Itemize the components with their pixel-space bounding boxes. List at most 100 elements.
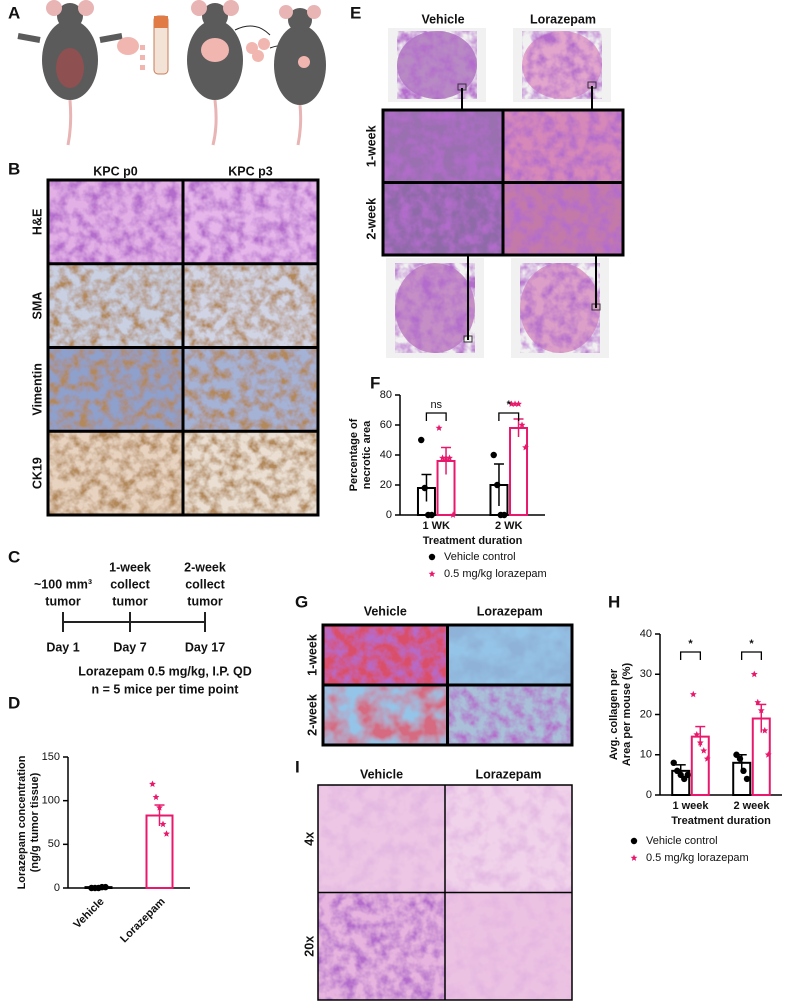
data-point [689,690,697,698]
data-point [152,793,160,801]
y-axis-label: Lorazepam concentration [16,755,28,889]
row-label: 2-week [364,198,378,240]
data-point [439,454,446,461]
column-label: KPC p3 [228,164,273,178]
data-point [494,481,501,489]
significance-label: * [688,638,693,650]
bar [509,427,529,516]
y-axis-label: Area per mouse (%) [621,663,633,767]
legend-marker [630,854,638,861]
y-tick-label: 0 [54,882,60,894]
data-point [418,436,425,444]
timeline-note: n = 5 mice per time point [92,682,240,696]
significance-bracket [425,412,447,421]
significance-label: * [507,399,512,411]
row-label: H&E [30,209,44,235]
data-point [163,830,170,837]
panel-label: H [608,592,620,611]
data-point [703,755,711,762]
row-label: SMA [30,292,44,320]
data-point [156,804,163,811]
timeline-event: tumor [112,594,148,608]
timeline-event: 1-week [109,560,151,574]
y-tick-label: 40 [380,449,392,461]
data-point [102,883,109,891]
x-axis-label: Treatment duration [423,535,523,547]
data-point [428,511,435,519]
data-point [743,775,751,783]
y-axis-label: (ng/g tumor tissue) [29,772,41,872]
data-point [670,759,677,766]
timeline-day: Day 1 [46,640,79,654]
histology-image [48,431,183,515]
timeline-event: tumor [45,594,81,608]
significance-bracket [740,651,763,660]
y-tick-label: 20 [640,708,652,720]
data-point [740,767,747,775]
row-label: 2-week [305,694,319,736]
row-label: CK19 [30,457,44,489]
y-tick-label: 100 [42,795,60,807]
legend-label: 0.5 mg/kg lorazepam [444,568,547,580]
timeline [62,612,206,632]
histology-image [323,685,448,745]
histology-image [383,110,503,183]
panel-label: F [370,373,380,392]
y-axis-label: necrotic area [361,420,373,489]
timeline-event: tumor [187,594,223,608]
mouse-illustration [17,0,326,146]
panel-label: G [295,592,308,611]
data-point [490,451,497,459]
data-point [446,454,453,461]
significance-label: ns [430,399,442,411]
data-point [750,670,758,678]
column-label: Lorazepam [476,767,542,781]
histology-image [183,431,318,515]
legend-label: Vehicle control [646,835,718,847]
column-label: Lorazepam [477,604,543,618]
data-point [522,443,529,451]
panel-label: E [350,3,361,22]
y-tick-label: 20 [380,479,392,491]
histology-image [323,625,448,685]
significance-bracket [498,412,520,421]
tissue-section [395,263,475,353]
histology-image [183,180,318,264]
row-label: 4x [302,832,316,846]
y-tick-label: 30 [640,668,652,680]
x-tick-label: Vehicle [71,896,106,931]
data-point [501,511,508,519]
y-tick-label: 0 [386,509,392,521]
x-tick-label: Lorazepam [118,896,168,946]
tissue-section [520,263,600,353]
legend-marker [630,837,638,845]
histology-image [445,892,572,1000]
histology-image [447,625,572,685]
panel-label: A [8,3,20,22]
y-tick-label: 40 [640,628,652,640]
data-point [449,511,457,518]
y-tick-label: 0 [646,789,652,801]
histology-image [183,263,318,348]
y-tick-label: 50 [48,838,60,850]
legend-label: 0.5 mg/kg lorazepam [646,852,749,864]
x-tick-label: 2 week [733,800,770,812]
panel-label: C [8,547,20,566]
bar [145,814,174,889]
histology-image [48,180,183,264]
timeline-event: collect [185,577,225,591]
data-point [159,820,167,828]
histology-image [48,263,183,348]
data-point [761,727,769,734]
histology-image [445,785,572,893]
histology-image [447,685,572,745]
data-point [511,400,519,407]
data-point [696,739,704,746]
timeline-day: Day 7 [113,640,146,654]
y-tick-label: 10 [640,749,652,761]
tissue-section [397,31,477,99]
row-label: 1-week [305,634,319,676]
x-axis-label: Treatment duration [671,815,771,827]
